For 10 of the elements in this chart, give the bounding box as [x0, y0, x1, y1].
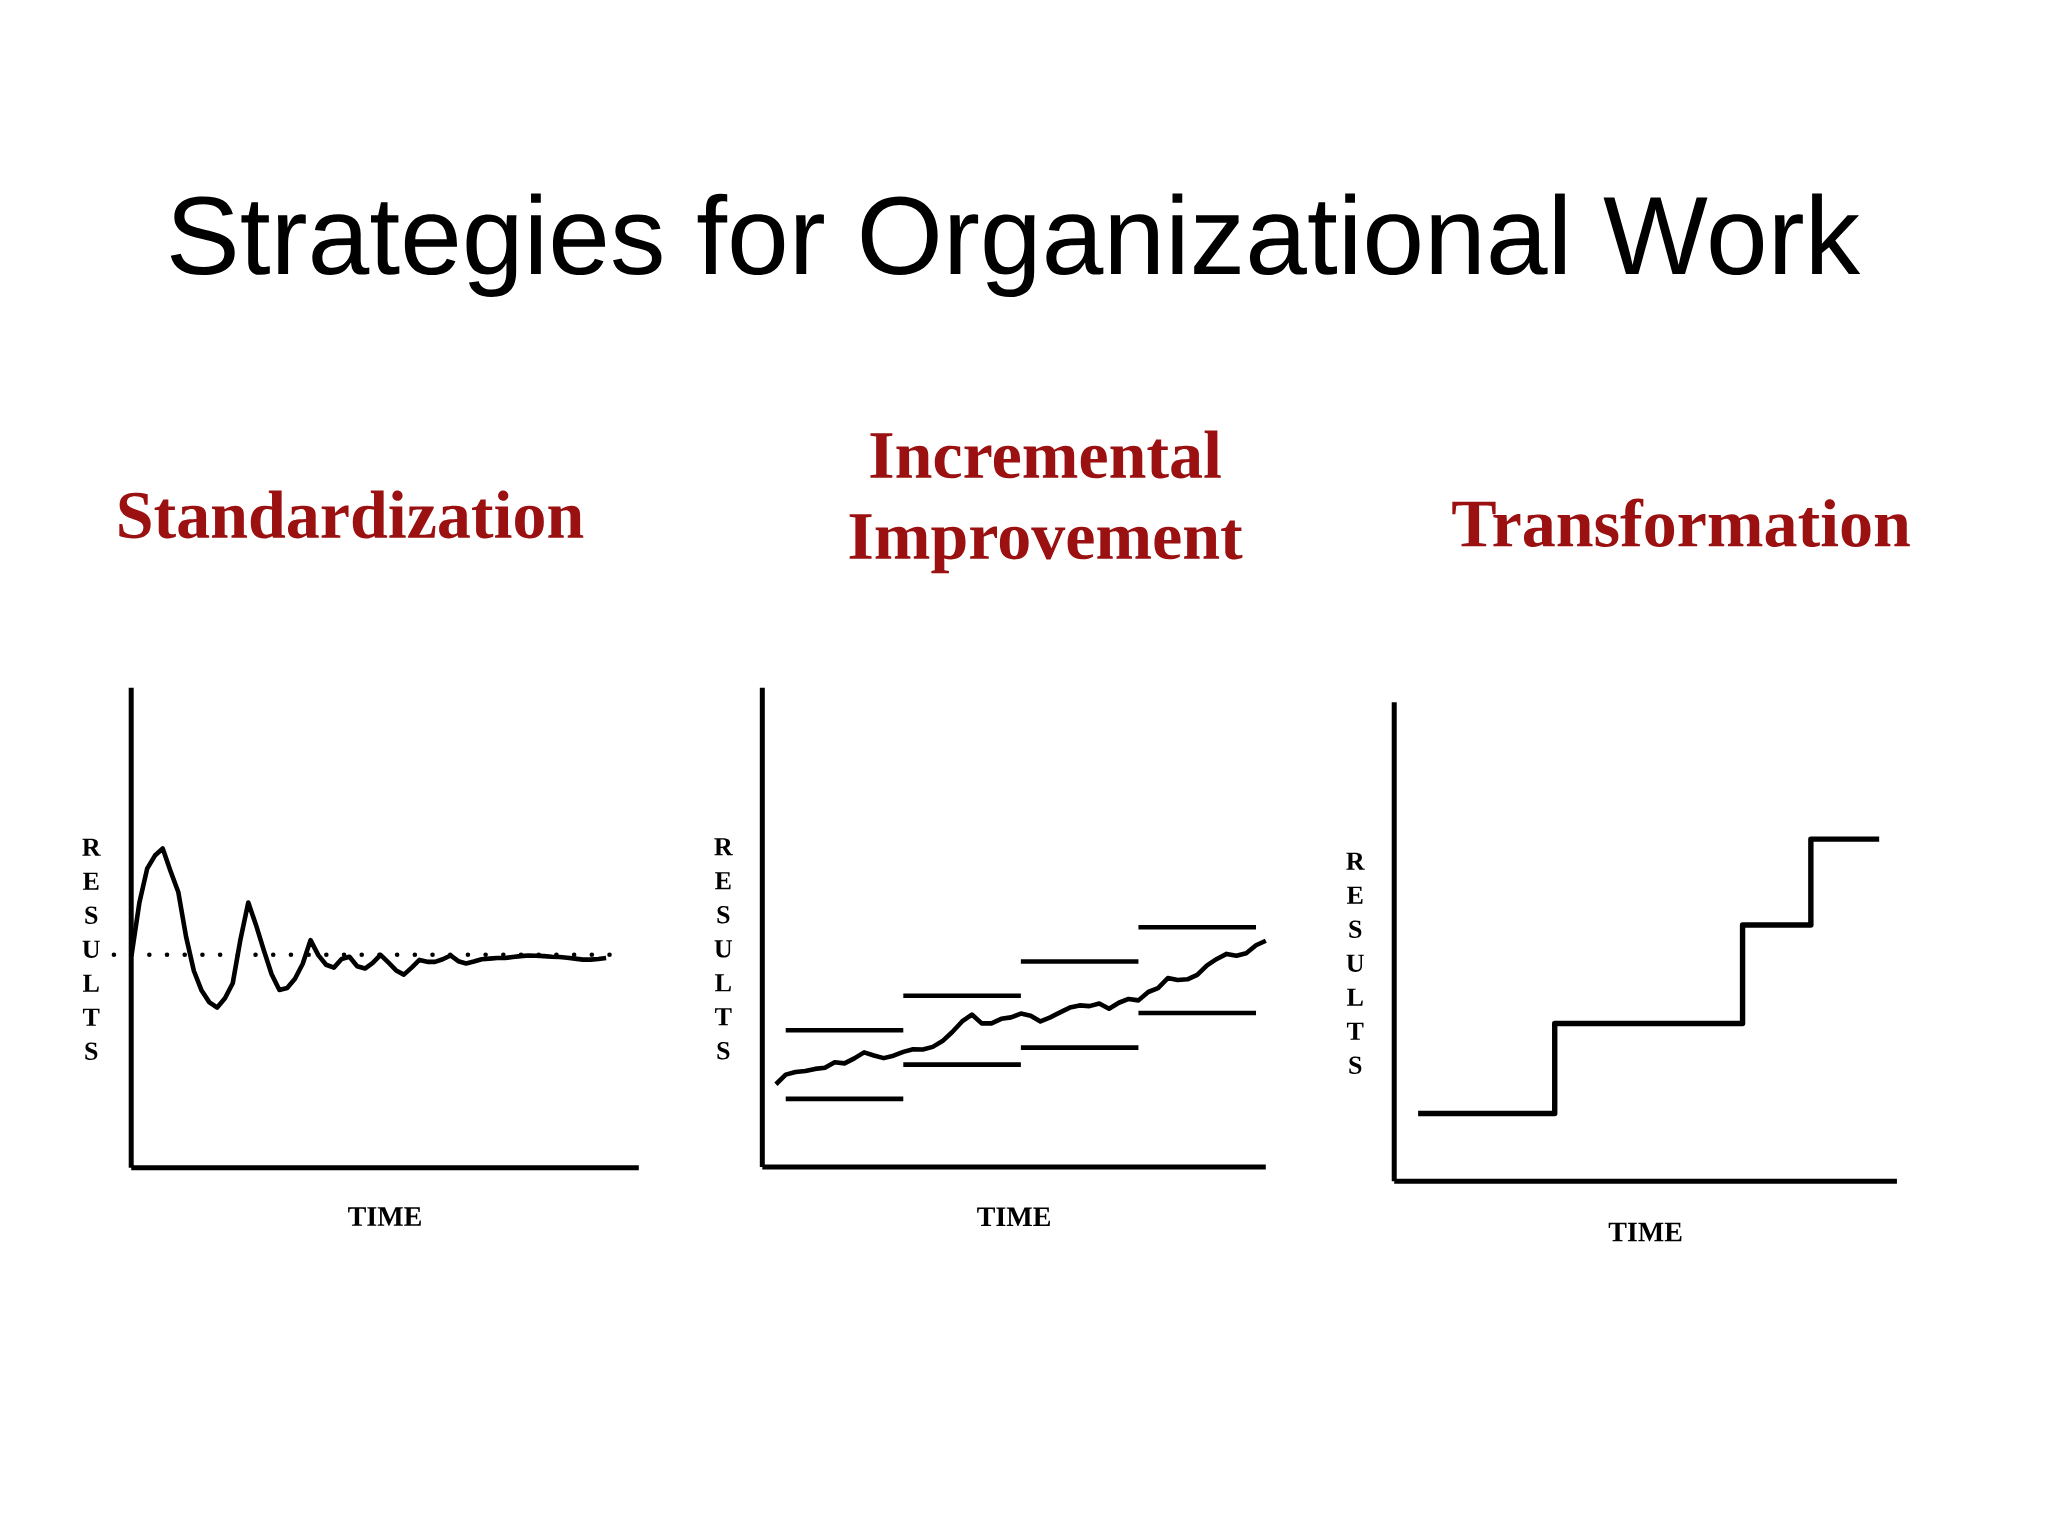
chart-title: Standardization	[119, 490, 584, 539]
y-axis-title: RESULTS	[82, 838, 101, 1060]
x-axis-title: TIME	[1608, 1222, 1682, 1242]
chart-title: Transformation	[1452, 498, 1910, 547]
text: Strategies for Organizational Work	[170, 193, 1861, 298]
y-axis-title: RESULTS	[1346, 852, 1365, 1074]
x-axis-title: TIME	[348, 1207, 421, 1226]
chart-title: Incremental Improvement	[849, 430, 1243, 574]
x-axis-title: TIME	[977, 1207, 1050, 1226]
y-axis-title: RESULTS	[714, 838, 733, 1060]
